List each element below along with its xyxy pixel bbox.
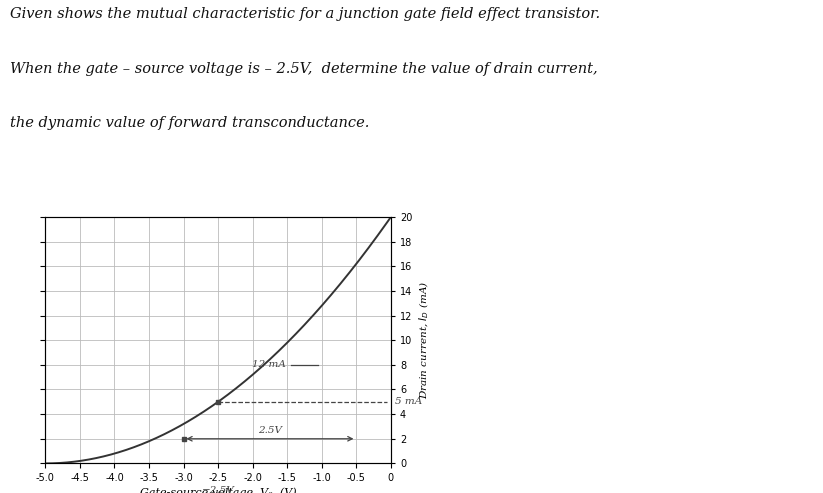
Text: 12 mA: 12 mA [252, 360, 286, 369]
Text: the dynamic value of forward transconductance.: the dynamic value of forward transconduc… [10, 116, 370, 130]
Text: 5 mA: 5 mA [395, 397, 422, 406]
Text: −2.5V: −2.5V [202, 486, 235, 493]
X-axis label: Gate-source voltage, V₀ₛ (V): Gate-source voltage, V₀ₛ (V) [140, 487, 296, 493]
Text: Given shows the mutual characteristic for a junction gate field effect transisto: Given shows the mutual characteristic fo… [10, 7, 600, 21]
Y-axis label: Drain current, $I_D$ (mA): Drain current, $I_D$ (mA) [418, 281, 431, 399]
Text: When the gate – source voltage is – 2.5V,  determine the value of drain current,: When the gate – source voltage is – 2.5V… [10, 62, 597, 75]
Text: 2.5V: 2.5V [258, 426, 282, 435]
